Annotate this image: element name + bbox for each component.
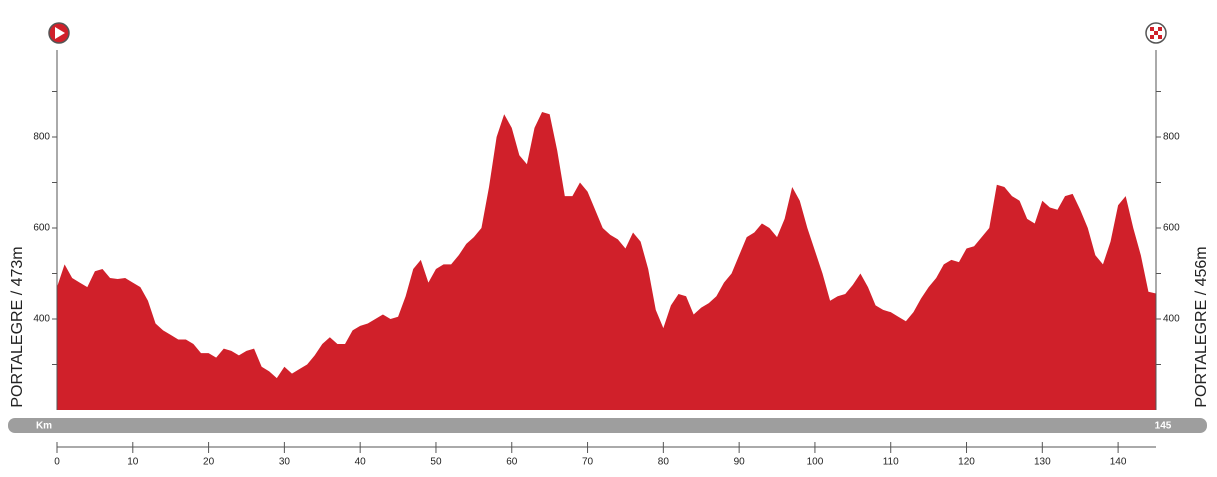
- distance-bar: [8, 418, 1207, 433]
- x-tick-label: 0: [54, 457, 60, 468]
- y-tick-label: 600: [33, 223, 50, 234]
- x-tick-label: 10: [127, 457, 139, 468]
- x-tick-label: 70: [582, 457, 594, 468]
- x-tick-label: 50: [430, 457, 442, 468]
- x-tick-label: 20: [203, 457, 215, 468]
- total-distance: 145: [1155, 421, 1172, 432]
- x-tick-label: 140: [1110, 457, 1127, 468]
- x-tick-label: 30: [279, 457, 291, 468]
- y-tick-label: 800: [33, 132, 50, 143]
- x-tick-label: 40: [355, 457, 367, 468]
- y-tick-label-right: 800: [1163, 132, 1180, 143]
- y-tick-label-right: 400: [1163, 314, 1180, 325]
- finish-icon: [1145, 22, 1167, 44]
- y-tick-label-right: 600: [1163, 223, 1180, 234]
- x-tick-label: 110: [883, 457, 899, 468]
- y-tick-label: 400: [33, 314, 50, 325]
- x-tick-label: 60: [506, 457, 518, 468]
- x-tick-label: 130: [1034, 457, 1051, 468]
- elevation-area: [57, 111, 1156, 410]
- y-label-right: PORTALEGRE / 456m: [1193, 246, 1210, 407]
- x-tick-label: 80: [658, 457, 670, 468]
- y-label-left: PORTALEGRE / 473m: [9, 246, 26, 407]
- distance-unit: Km: [36, 421, 52, 432]
- start-icon: [48, 22, 70, 44]
- x-tick-label: 120: [958, 457, 975, 468]
- x-tick-label: 100: [807, 457, 824, 468]
- x-tick-label: 90: [734, 457, 746, 468]
